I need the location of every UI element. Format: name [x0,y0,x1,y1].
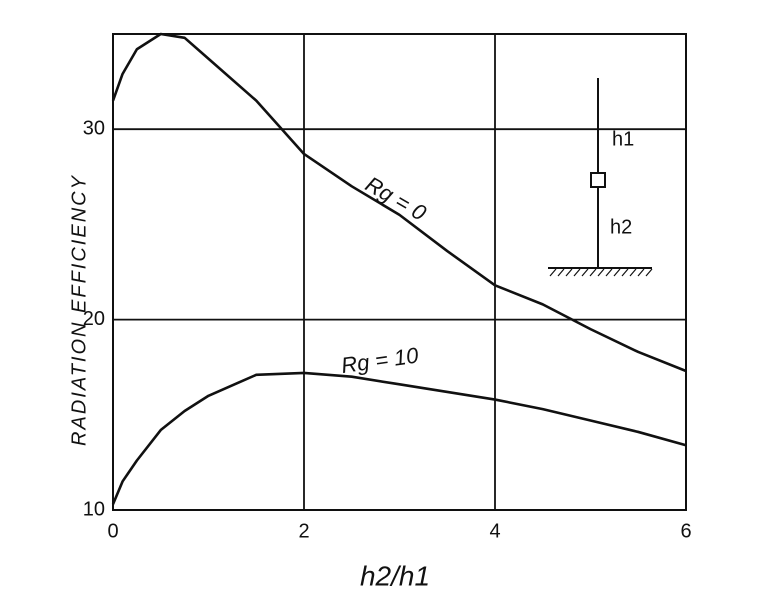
curve [111,371,687,505]
curve [111,32,687,373]
inset-label: h2 [610,216,632,238]
y-tick-label: 10 [83,498,105,520]
curve-label: Rg = 0 [361,171,431,226]
x-tick-label: 2 [298,520,309,542]
curve-label: Rg = 10 [340,342,421,378]
x-tick-label: 4 [489,520,500,542]
y-axis-label: RADIATION EFFICIENCY [68,174,90,446]
x-tick-label: 0 [107,520,118,542]
y-tick-label: 30 [83,117,105,139]
x-axis-label: h2/h1 [360,560,430,591]
inset-label: h1 [612,128,634,150]
y-tick-label: 20 [83,308,105,330]
plot-frame [112,33,687,511]
inset-diagram [548,78,653,277]
x-tick-label: 6 [680,520,691,542]
